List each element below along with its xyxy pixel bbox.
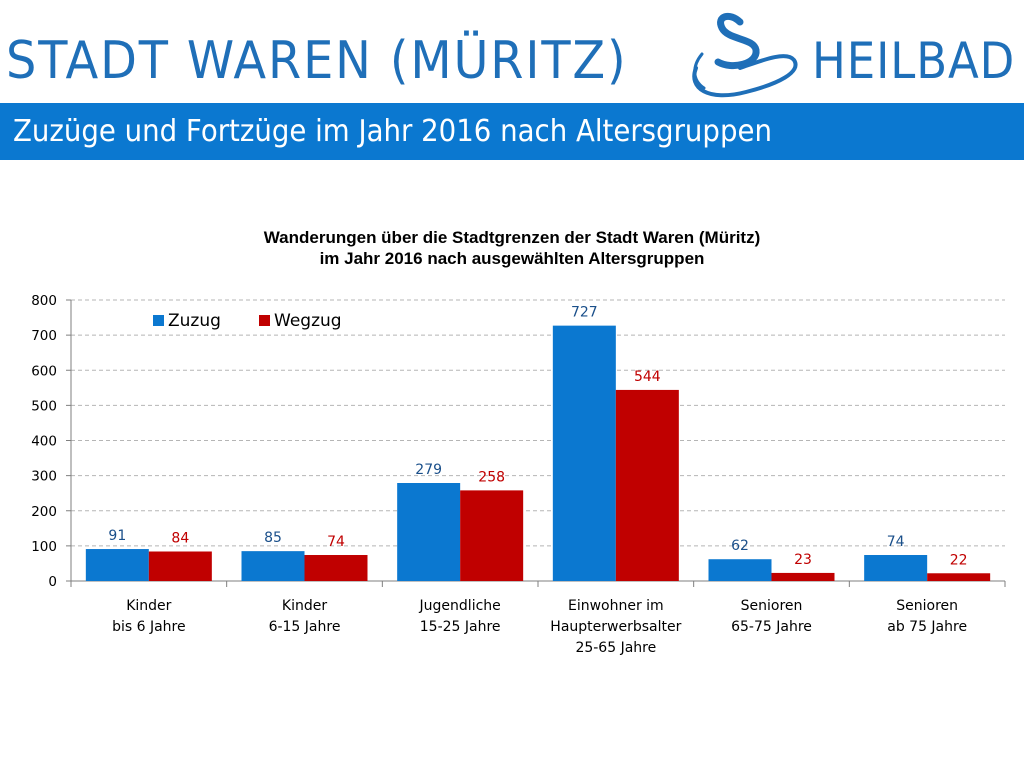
legend-swatch-wegzug xyxy=(259,315,270,326)
bar-zuzug xyxy=(864,555,928,581)
y-tick-label: 100 xyxy=(31,539,57,555)
bar-wegzug xyxy=(460,490,524,581)
data-label: 22 xyxy=(950,552,968,568)
data-label: 279 xyxy=(415,462,442,478)
chart-subtitle: im Jahr 2016 nach ausgewählten Altersgru… xyxy=(319,249,705,268)
y-tick-label: 400 xyxy=(31,434,57,450)
title-bar: Zuzüge und Fortzüge im Jahr 2016 nach Al… xyxy=(0,103,1024,160)
y-tick-label: 800 xyxy=(31,293,57,309)
bar-wegzug xyxy=(615,389,679,581)
x-tick-label: Jugendliche 15-25 Jahre xyxy=(419,598,501,635)
data-label: 258 xyxy=(478,469,505,485)
bar-zuzug xyxy=(552,325,616,581)
data-label: 62 xyxy=(731,538,749,554)
data-label: 91 xyxy=(108,528,126,544)
data-label: 85 xyxy=(264,530,282,546)
header: STADT WAREN (MÜRITZ) HEILBAD xyxy=(0,0,1024,100)
x-tick-label: Einwohner im Haupterwerbsalter 25-65 Jahre xyxy=(550,598,681,656)
bar-zuzug xyxy=(708,559,772,581)
x-tick-label: Senioren 65-75 Jahre xyxy=(731,598,812,635)
data-label: 74 xyxy=(887,534,905,550)
data-label: 23 xyxy=(794,552,812,568)
y-tick-label: 200 xyxy=(31,504,57,520)
y-tick-label: 600 xyxy=(31,363,57,379)
bar-wegzug xyxy=(148,551,212,581)
legend-label-zuzug: Zuzug xyxy=(168,311,221,331)
bar-zuzug xyxy=(397,483,461,581)
bar-wegzug xyxy=(304,555,368,581)
x-tick-label: Kinder 6-15 Jahre xyxy=(269,598,341,635)
y-tick-label: 700 xyxy=(31,328,57,344)
bar-wegzug xyxy=(927,573,991,581)
slide-title: Zuzüge und Fortzüge im Jahr 2016 nach Al… xyxy=(13,114,772,149)
y-tick-label: 500 xyxy=(31,398,57,414)
swan-logo-icon xyxy=(692,12,798,98)
x-tick-label: Senioren ab 75 Jahre xyxy=(887,598,967,635)
x-tick-label: Kinder bis 6 Jahre xyxy=(112,598,186,635)
bar-zuzug xyxy=(241,551,305,581)
brand-suffix: HEILBAD xyxy=(812,32,1016,90)
data-label: 84 xyxy=(171,530,189,546)
legend-swatch-zuzug xyxy=(153,315,164,326)
bar-wegzug xyxy=(771,572,835,581)
legend-label-wegzug: Wegzug xyxy=(274,311,342,331)
bar-zuzug xyxy=(85,549,149,581)
y-tick-label: 300 xyxy=(31,469,57,485)
brand-name: STADT WAREN (MÜRITZ) xyxy=(6,31,628,91)
data-label: 727 xyxy=(571,305,598,321)
data-label: 74 xyxy=(327,534,345,550)
data-label: 544 xyxy=(634,369,661,385)
chart-title: Wanderungen über die Stadtgrenzen der St… xyxy=(263,228,761,247)
y-tick-label: 0 xyxy=(48,574,57,590)
